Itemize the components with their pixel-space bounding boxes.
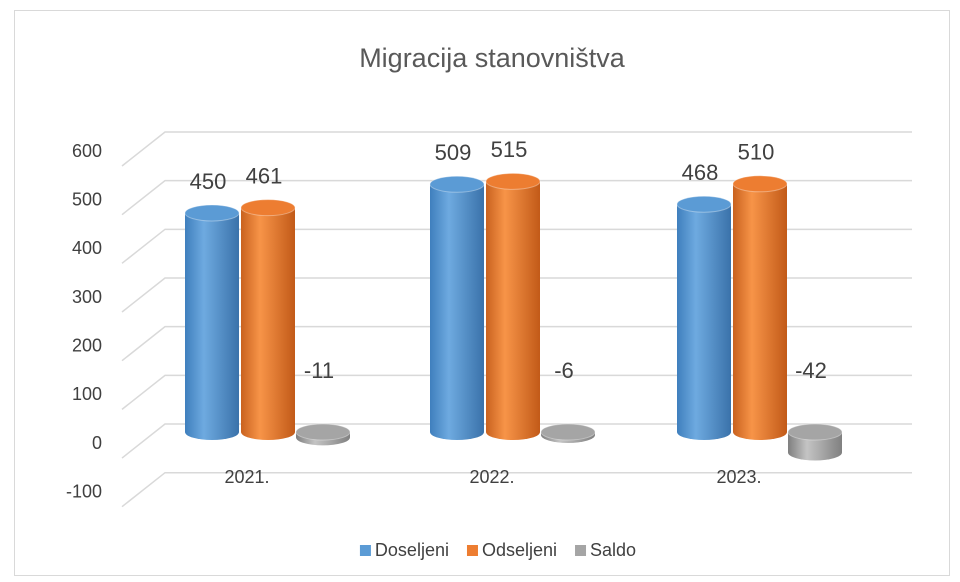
legend-label: Saldo [590, 540, 636, 560]
bar [788, 432, 842, 461]
y-tick-label: 200 [72, 335, 102, 355]
data-label: -42 [795, 358, 827, 383]
bar-top [184, 204, 240, 222]
bar [733, 183, 787, 441]
legend-label: Doseljeni [375, 540, 449, 560]
data-label: 468 [682, 160, 719, 185]
legend-label: Odseljeni [482, 540, 557, 560]
bar [185, 213, 239, 441]
y-tick-label: 400 [72, 238, 102, 258]
x-tick-label: 2021. [224, 467, 269, 487]
legend-swatch [575, 545, 587, 556]
bar-top [540, 423, 596, 441]
bar [430, 184, 484, 441]
y-tick-label: -100 [66, 481, 102, 501]
bar-top [732, 175, 788, 193]
bar-top [676, 195, 732, 213]
y-tick-label: 0 [92, 433, 102, 453]
bar-top [429, 175, 485, 193]
data-label: 461 [246, 163, 283, 188]
bar-top [240, 199, 296, 217]
x-tick-label: 2022. [469, 467, 514, 487]
grid-line [121, 131, 912, 167]
data-label: 515 [491, 137, 528, 162]
bar [677, 204, 731, 441]
x-tick-label: 2023. [716, 467, 761, 487]
legend-swatch [359, 545, 371, 556]
y-tick-label: 500 [72, 189, 102, 209]
legend-swatch [466, 545, 478, 556]
grid-line [121, 471, 912, 508]
chart-title: Migracija stanovništva [359, 43, 626, 73]
y-tick-label: 100 [72, 384, 102, 404]
bar [241, 207, 295, 441]
data-label: 450 [190, 169, 227, 194]
data-label: 510 [738, 140, 775, 165]
grid-line [121, 228, 912, 264]
bar-top [295, 423, 351, 441]
data-label: -11 [304, 358, 334, 383]
grid-line [121, 277, 912, 313]
grid-line [121, 423, 912, 459]
bar-top [787, 423, 843, 441]
grid-line [121, 374, 912, 410]
data-label: -6 [554, 358, 574, 383]
y-tick-label: 300 [72, 287, 102, 307]
bar [486, 181, 540, 441]
data-label: 509 [435, 140, 472, 165]
grid-line [121, 325, 912, 362]
bar-top [485, 172, 541, 190]
y-tick-label: 600 [72, 141, 102, 161]
grid-line [121, 179, 912, 216]
